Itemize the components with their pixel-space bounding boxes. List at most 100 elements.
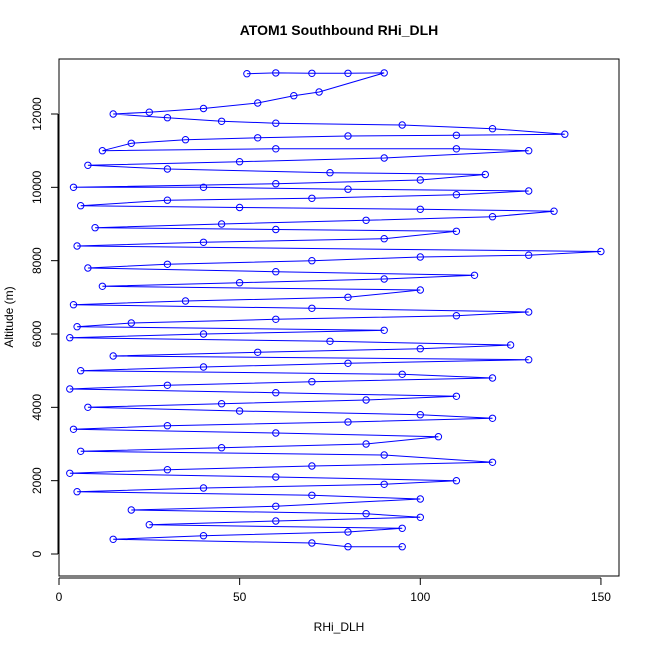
data-point bbox=[272, 389, 280, 397]
data-point bbox=[416, 513, 424, 521]
data-point bbox=[416, 286, 424, 294]
data-point bbox=[272, 473, 280, 481]
data-point bbox=[254, 348, 262, 356]
data-point bbox=[163, 381, 172, 389]
data-point bbox=[308, 491, 316, 499]
data-point bbox=[550, 207, 558, 215]
data-point bbox=[308, 462, 316, 470]
data-point bbox=[488, 458, 497, 466]
data-point bbox=[199, 104, 208, 113]
data-point bbox=[272, 119, 280, 127]
series-line bbox=[69, 72, 601, 548]
data-point bbox=[362, 216, 370, 225]
data-point bbox=[109, 352, 117, 360]
data-point bbox=[66, 334, 74, 342]
data-point bbox=[481, 170, 489, 179]
data-point bbox=[344, 418, 352, 426]
data-point bbox=[77, 202, 85, 210]
data-point bbox=[145, 108, 154, 116]
data-point bbox=[235, 203, 244, 212]
data-point bbox=[84, 264, 92, 272]
data-point bbox=[127, 139, 136, 148]
data-point bbox=[452, 131, 461, 140]
data-point bbox=[109, 535, 117, 543]
data-point bbox=[308, 69, 316, 78]
data-point bbox=[326, 169, 334, 177]
data-point bbox=[416, 176, 424, 184]
data-point bbox=[77, 367, 85, 375]
data-point bbox=[308, 304, 316, 312]
chart-title: ATOM1 Southbound RHi_DLH bbox=[240, 22, 439, 38]
data-point bbox=[308, 194, 316, 203]
data-point bbox=[344, 185, 352, 193]
data-point bbox=[308, 539, 316, 547]
data-point bbox=[243, 70, 251, 78]
data-point bbox=[163, 165, 172, 173]
plot-frame bbox=[58, 58, 620, 577]
y-tick-label: 4000 bbox=[30, 394, 44, 421]
data-point bbox=[272, 502, 280, 510]
data-point bbox=[362, 510, 370, 518]
data-point bbox=[597, 247, 605, 256]
y-tick-label: 10000 bbox=[30, 170, 44, 204]
data-point bbox=[91, 224, 99, 232]
data-point bbox=[254, 134, 262, 142]
data-point bbox=[488, 213, 497, 221]
data-point bbox=[84, 403, 92, 411]
data-point bbox=[235, 407, 244, 415]
data-point bbox=[398, 370, 406, 378]
data-point bbox=[344, 528, 352, 536]
data-point bbox=[380, 451, 388, 459]
data-point bbox=[235, 279, 244, 287]
data-point bbox=[344, 543, 352, 551]
data-point bbox=[98, 282, 107, 290]
data-point bbox=[163, 466, 172, 474]
data-point bbox=[272, 517, 280, 525]
data-point bbox=[69, 183, 78, 192]
data-point bbox=[217, 117, 226, 126]
data-point bbox=[362, 396, 370, 404]
data-point bbox=[488, 125, 497, 133]
data-point bbox=[69, 301, 78, 309]
data-point bbox=[217, 444, 226, 452]
data-point bbox=[272, 315, 280, 323]
data-point bbox=[73, 488, 81, 496]
data-point bbox=[199, 484, 208, 492]
data-point bbox=[452, 312, 461, 320]
data-point bbox=[416, 345, 424, 353]
data-point bbox=[452, 191, 461, 199]
data-point bbox=[145, 521, 154, 529]
y-axis: 0 2000 4000 6000 8000 10000 12000 bbox=[30, 97, 59, 557]
data-point bbox=[272, 268, 280, 276]
data-point bbox=[163, 196, 172, 204]
data-point bbox=[315, 88, 323, 96]
data-point bbox=[69, 425, 78, 433]
data-point bbox=[470, 271, 479, 279]
series bbox=[66, 69, 605, 551]
data-point bbox=[163, 422, 172, 430]
data-point bbox=[308, 257, 316, 265]
data-point bbox=[525, 147, 533, 155]
data-point bbox=[163, 114, 172, 122]
y-tick-label: 6000 bbox=[30, 320, 44, 347]
data-point bbox=[416, 253, 424, 261]
data-point bbox=[217, 400, 226, 408]
data-point bbox=[506, 341, 515, 349]
data-point bbox=[398, 524, 406, 532]
data-point bbox=[66, 385, 74, 393]
data-point bbox=[127, 506, 136, 514]
data-point bbox=[235, 158, 244, 166]
data-point bbox=[163, 260, 172, 268]
x-tick-label: 0 bbox=[56, 590, 63, 604]
data-point bbox=[181, 136, 190, 144]
data-point bbox=[290, 92, 298, 100]
data-point bbox=[344, 359, 352, 367]
y-tick-label: 8000 bbox=[30, 247, 44, 274]
data-point bbox=[380, 275, 388, 283]
x-tick-label: 50 bbox=[233, 590, 247, 604]
data-point bbox=[344, 293, 352, 301]
data-point bbox=[73, 242, 81, 250]
data-point bbox=[525, 308, 533, 316]
data-point bbox=[272, 69, 280, 77]
